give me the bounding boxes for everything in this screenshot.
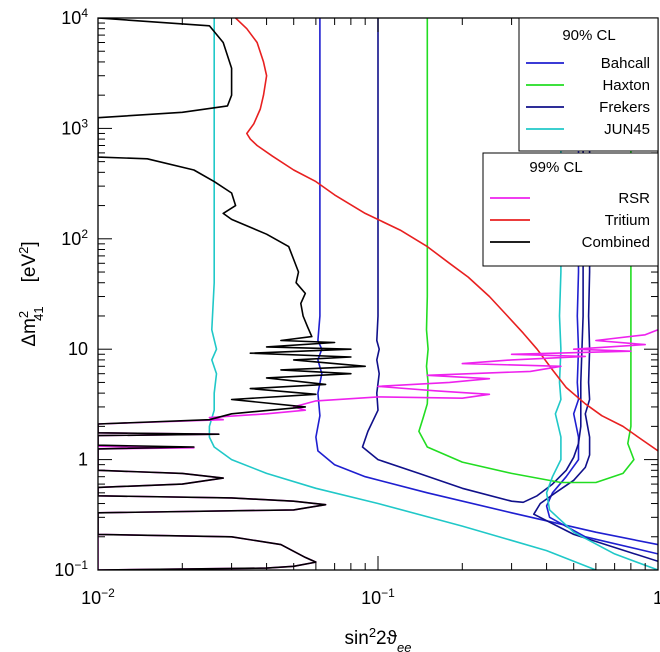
legend-99cl: 99% CL RSR Tritium Combined [483,153,658,266]
x-tick-label: 10−1 [361,586,395,608]
legend-label-jun45: JUN45 [604,121,650,138]
legend-label-rsr: RSR [618,190,650,207]
y-tick-label: 10−1 [54,558,88,580]
legend-label-combined: Combined [582,234,650,251]
legend-90cl-title: 90% CL [562,27,615,44]
legend-label-haxton: Haxton [602,77,650,94]
legend-90cl: 90% CL Bahcall Haxton Frekers JUN45 [519,18,658,151]
x-tick-label: 10−2 [81,586,115,608]
y-tick-label: 1 [78,450,88,470]
y-tick-label: 104 [61,6,88,28]
y-axis-label: Δm241[eV2] [16,241,46,346]
legend-label-frekers: Frekers [599,99,650,116]
legend-label-bahcall: Bahcall [601,55,650,72]
y-tick-label: 102 [61,227,88,249]
legend-label-tritium: Tritium [605,212,650,229]
legend-99cl-title: 99% CL [529,159,582,176]
y-tick-label: 10 [68,339,88,359]
series-combined-line-9 [98,18,365,570]
y-tick-label: 103 [61,116,88,138]
x-axis-label: sin22ϑee [345,625,412,652]
x-tick-label: 1 [653,588,660,608]
